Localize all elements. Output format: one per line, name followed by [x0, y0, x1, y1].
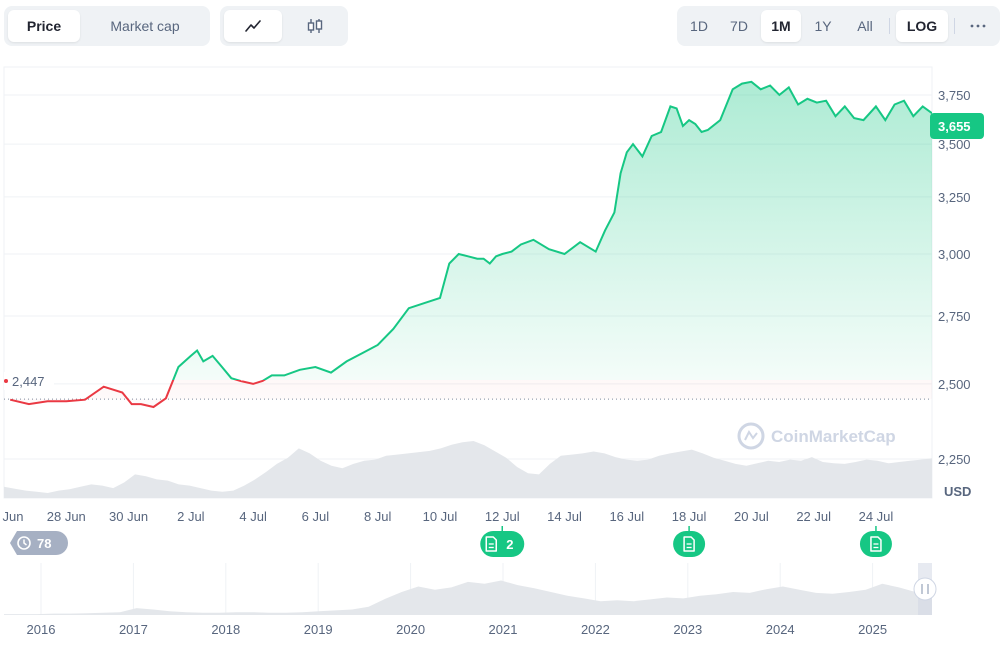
y-tick-label: 3,750 [938, 88, 971, 103]
toolbar-divider [889, 18, 890, 34]
event-marker[interactable]: 2 [480, 526, 525, 557]
navigator-axis: 2016 2017 2018 2019 2020 2021 2022 2023 2024 2025 [27, 622, 888, 637]
navigator-year-label: 2016 [27, 622, 56, 637]
y-tick-label: 2,750 [938, 309, 971, 324]
toolbar-divider [954, 18, 955, 34]
x-tick-label: 8 Jul [364, 509, 392, 524]
drag-handle-icon [921, 584, 929, 594]
coinmarketcap-logo-icon [737, 422, 765, 450]
document-icon [485, 536, 498, 552]
reference-value: 2,447 [12, 374, 45, 389]
x-tick-label: 2 Jul [177, 509, 205, 524]
navigator-handle[interactable] [913, 577, 937, 601]
event-count: 2 [506, 537, 513, 552]
price-line-up [172, 80, 932, 380]
range-1d[interactable]: 1D [690, 18, 708, 34]
x-tick-label: 24 Jul [859, 509, 894, 524]
chart-type-toggle [220, 6, 348, 46]
navigator-volume [4, 580, 932, 615]
x-tick-label: 22 Jul [796, 509, 831, 524]
currency-label: USD [944, 484, 971, 499]
price-area-up [173, 81, 932, 380]
document-icon-body [485, 536, 498, 552]
range-1y[interactable]: 1Y [814, 18, 832, 34]
y-tick-label: 3,500 [938, 137, 971, 152]
more-horizontal-icon [970, 24, 986, 28]
x-tick-label: 6 Jul [302, 509, 330, 524]
navigator[interactable]: 2016 2017 2018 2019 2020 2021 2022 2023 2024 2025 [4, 563, 937, 637]
log-scale-button[interactable]: LOG [896, 10, 948, 42]
candlestick-chart-button[interactable] [286, 10, 344, 42]
current-price-pill: 3,655 [930, 113, 984, 139]
tab-market-cap[interactable]: Market cap [110, 18, 180, 34]
document-icon-body [683, 536, 695, 552]
history-badge[interactable]: 78 [10, 531, 68, 555]
range-1m[interactable]: 1M [761, 10, 801, 42]
x-tick-label: 10 Jul [423, 509, 458, 524]
more-options-button[interactable] [960, 10, 996, 42]
range-7d[interactable]: 7D [730, 18, 748, 34]
watermark-text: CoinMarketCap [771, 427, 896, 446]
reference-label: 2,447 [4, 372, 54, 390]
x-tick-label: 18 Jul [672, 509, 707, 524]
reference-dot [4, 379, 8, 383]
current-price-value: 3,655 [938, 119, 971, 134]
navigator-year-label: 2023 [673, 622, 702, 637]
document-icon-body [870, 536, 882, 552]
navigator-year-label: 2020 [396, 622, 425, 637]
price-area-down [10, 380, 932, 407]
range-all[interactable]: All [857, 18, 873, 34]
x-axis: 26 Jun 28 Jun 30 Jun 2 Jul 4 Jul 6 Jul 8 Jul 10… [0, 509, 893, 524]
metric-toggle: Price Market cap [4, 6, 210, 46]
document-icon [683, 536, 695, 552]
y-axis: 2,250 2,500 2,750 3,000 3,250 3,500 3,750 [938, 88, 971, 467]
document-icon [870, 536, 882, 552]
event-markers: 2 [480, 526, 892, 557]
x-tick-label: 16 Jul [609, 509, 644, 524]
navigator-year-label: 2022 [581, 622, 610, 637]
x-tick-label: 4 Jul [239, 509, 267, 524]
watermark: CoinMarketCap [737, 422, 896, 450]
x-tick-label: 26 Jun [0, 509, 24, 524]
x-tick-label: 14 Jul [547, 509, 582, 524]
navigator-year-label: 2019 [304, 622, 333, 637]
x-tick-label: 12 Jul [485, 509, 520, 524]
line-chart-button[interactable] [224, 10, 282, 42]
navigator-year-label: 2018 [211, 622, 240, 637]
y-tick-label: 3,250 [938, 190, 971, 205]
x-tick-label: 30 Jun [109, 509, 148, 524]
event-marker[interactable] [859, 526, 892, 557]
navigator-year-label: 2024 [766, 622, 795, 637]
range-toggle: 1D 7D 1M 1Y All LOG [677, 6, 1000, 46]
volume-area [4, 441, 932, 498]
navigator-year-label: 2021 [489, 622, 518, 637]
x-tick-label: 20 Jul [734, 509, 769, 524]
navigator-year-label: 2025 [858, 622, 887, 637]
candlestick-chart-icon [307, 19, 323, 33]
tab-price[interactable]: Price [8, 10, 80, 42]
y-tick-label: 2,250 [938, 452, 971, 467]
x-tick-label: 28 Jun [47, 509, 86, 524]
y-tick-label: 3,000 [938, 247, 971, 262]
line-chart-icon [245, 20, 261, 32]
history-count: 78 [37, 536, 51, 551]
event-marker[interactable] [673, 526, 706, 557]
history-icon [17, 536, 31, 550]
y-tick-label: 2,500 [938, 377, 971, 392]
navigator-year-label: 2017 [119, 622, 148, 637]
